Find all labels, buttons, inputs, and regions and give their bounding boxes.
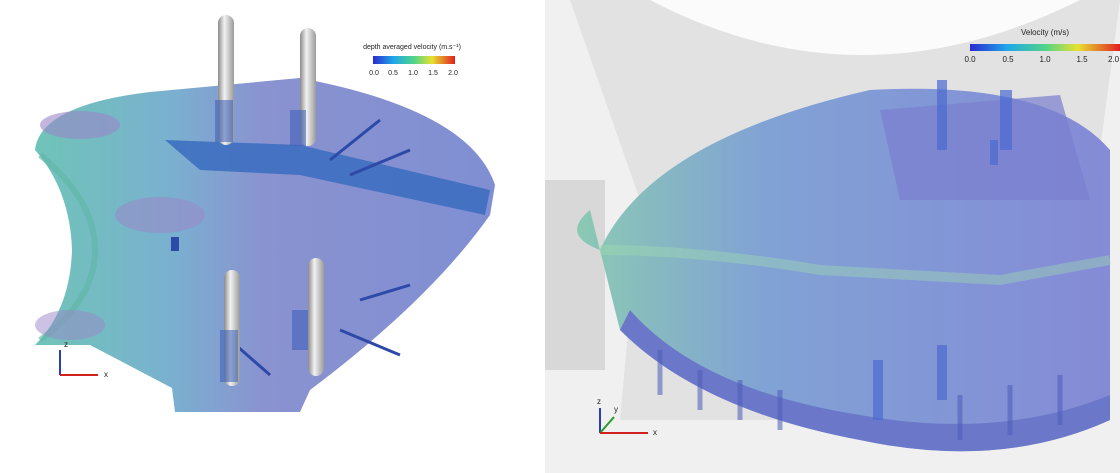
- legend-tick: 0.5: [388, 70, 398, 77]
- legend-tick: 1.0: [1039, 55, 1051, 64]
- legend-tick: 1.0: [408, 70, 418, 77]
- left-legend: depth averaged velocity (m.s⁻¹) 0.0 0.5 …: [363, 44, 461, 77]
- legend-tick: 0.5: [1002, 55, 1014, 64]
- shape-rect: [373, 56, 455, 64]
- shape-rect: [937, 345, 947, 400]
- shape-rect: [937, 80, 947, 150]
- axis-label: x: [653, 428, 657, 437]
- shape: [35, 310, 105, 340]
- shape-rect: [970, 44, 1120, 51]
- shape-rect: [545, 180, 605, 370]
- legend-tick: 2.0: [1108, 55, 1120, 64]
- legend-title: depth averaged velocity (m.s⁻¹): [363, 44, 461, 51]
- shape-rect: [220, 330, 238, 382]
- shape-rect: [292, 310, 308, 350]
- legend-tick: 2.0: [448, 70, 458, 77]
- shape: [115, 197, 205, 233]
- legend-tick: 0.0: [964, 55, 976, 64]
- shape-rect: [990, 140, 998, 165]
- shape-rect: [290, 110, 306, 146]
- legend-tick: 0.0: [369, 70, 379, 77]
- shape-rect: [1000, 90, 1012, 150]
- right-panel: Velocity (m/s) 0.0 0.5 1.0 1.5 2.0 z y x: [545, 0, 1120, 473]
- legend-title: Velocity (m/s): [1021, 28, 1069, 37]
- axis-label: x: [104, 370, 108, 379]
- axis-label: z: [64, 340, 68, 349]
- axis-label: y: [614, 405, 618, 414]
- page: depth averaged velocity (m.s⁻¹) 0.0 0.5 …: [0, 0, 1120, 473]
- figure: depth averaged velocity (m.s⁻¹) 0.0 0.5 …: [0, 0, 1120, 473]
- shape-rect: [215, 100, 233, 142]
- shape: [40, 111, 120, 139]
- legend-tick: 1.5: [1076, 55, 1088, 64]
- left-panel: depth averaged velocity (m.s⁻¹) 0.0 0.5 …: [35, 15, 495, 412]
- shape-rect: [873, 360, 883, 420]
- legend-tick: 1.5: [428, 70, 438, 77]
- shape-rect: [308, 258, 324, 376]
- shape-rect: [171, 237, 179, 251]
- axis-label: z: [597, 397, 601, 406]
- shape-path: [880, 95, 1090, 200]
